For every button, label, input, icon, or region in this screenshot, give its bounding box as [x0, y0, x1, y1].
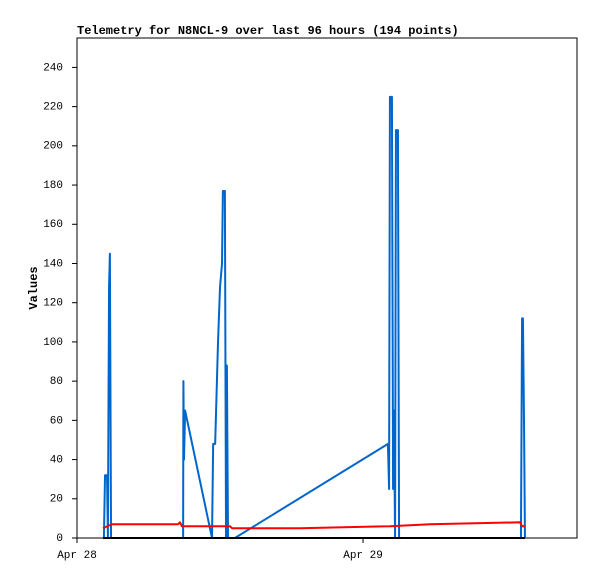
- chart-title: Telemetry for N8NCL-9 over last 96 hours…: [77, 24, 459, 38]
- y-tick-label: 0: [56, 533, 63, 545]
- y-tick-label: 240: [43, 62, 63, 74]
- y-tick-label: 100: [43, 337, 63, 349]
- y-tick-label: 20: [50, 494, 63, 506]
- x-tick-label: Apr 28: [57, 550, 97, 562]
- y-tick-label: 60: [50, 415, 63, 427]
- y-tick-label: 40: [50, 454, 63, 466]
- y-axis-label: Values: [27, 266, 41, 309]
- y-tick-label: 220: [43, 102, 63, 114]
- series-line: [102, 521, 525, 530]
- x-tick-label: Apr 29: [343, 550, 383, 562]
- y-tick-label: 80: [50, 376, 63, 388]
- y-tick-label: 180: [43, 180, 63, 192]
- y-tick-label: 160: [43, 219, 63, 231]
- y-tick-label: 120: [43, 298, 63, 310]
- y-tick-label: 200: [43, 141, 63, 153]
- y-tick-label: 140: [43, 258, 63, 270]
